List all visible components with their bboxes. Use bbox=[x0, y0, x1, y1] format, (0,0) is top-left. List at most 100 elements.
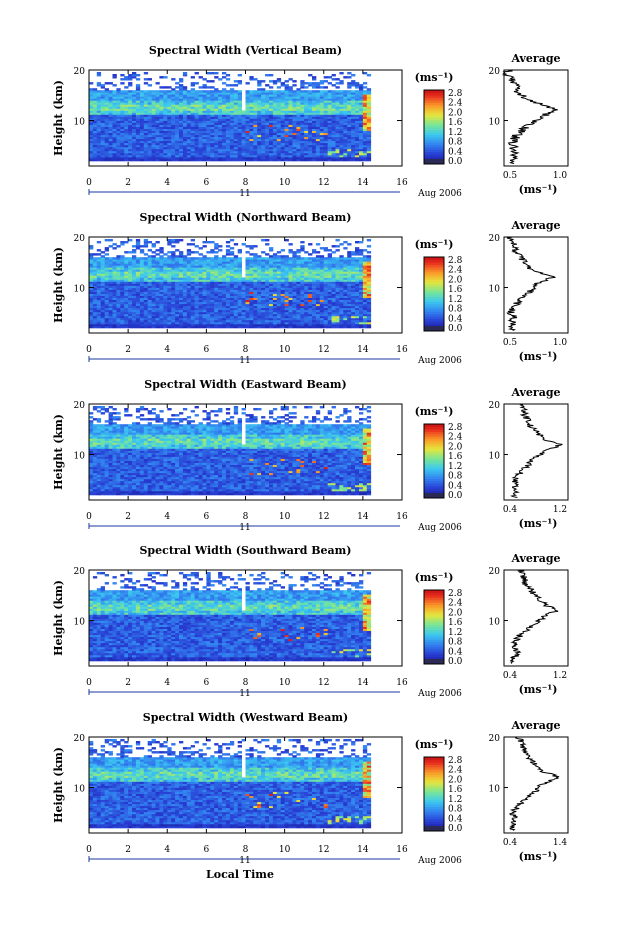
heatmap-cell bbox=[194, 106, 199, 109]
heatmap-cell bbox=[323, 136, 328, 140]
heatmap-cell bbox=[253, 257, 258, 260]
colorbar-segment bbox=[424, 131, 444, 135]
heatmap-cell bbox=[366, 134, 372, 138]
heatmap-cell bbox=[237, 150, 242, 154]
heatmap-cell bbox=[269, 323, 274, 327]
heatmap-cell bbox=[284, 144, 289, 148]
heatmap-cell bbox=[331, 144, 336, 148]
heatmap-cell bbox=[233, 319, 239, 323]
heatmap-cell bbox=[194, 98, 199, 101]
heatmap-cell bbox=[163, 277, 168, 280]
heatmap-cell bbox=[304, 297, 309, 300]
date-label: Aug 2006 bbox=[417, 189, 462, 199]
heatmap-cell bbox=[179, 321, 184, 325]
heatmap-cell bbox=[237, 281, 242, 284]
heatmap-cell bbox=[96, 130, 102, 133]
heatmap-cell bbox=[218, 279, 223, 282]
heatmap-cell bbox=[245, 148, 250, 152]
heatmap-cell bbox=[331, 154, 336, 158]
heatmap-cell bbox=[147, 287, 152, 290]
heatmap-cell bbox=[366, 138, 372, 142]
heatmap-cell bbox=[167, 261, 172, 264]
heatmap-cell bbox=[222, 325, 227, 329]
heatmap-cell bbox=[116, 108, 121, 111]
heatmap-cell bbox=[120, 158, 125, 162]
heatmap-cell bbox=[132, 283, 137, 286]
heatmap-cell bbox=[347, 90, 352, 93]
heatmap-cell bbox=[280, 124, 285, 127]
heatmap-cell bbox=[218, 140, 223, 144]
heatmap-cell bbox=[112, 132, 117, 136]
heatmap-cell bbox=[296, 285, 301, 288]
heatmap-cell bbox=[327, 90, 332, 93]
heatmap-cell bbox=[331, 96, 336, 99]
heatmap-cell bbox=[214, 293, 219, 296]
heatmap-cell bbox=[163, 271, 168, 274]
heatmap-cell bbox=[104, 299, 109, 303]
heatmap-cell bbox=[225, 285, 231, 288]
heatmap-cell bbox=[288, 291, 293, 294]
heatmap-cell bbox=[272, 94, 278, 97]
heatmap-cell bbox=[128, 251, 133, 254]
heatmap-cell bbox=[343, 106, 348, 109]
heatmap-cell bbox=[276, 311, 282, 315]
heatmap-cell bbox=[355, 146, 360, 150]
heatmap-cell bbox=[245, 299, 250, 303]
heatmap-cell bbox=[245, 156, 250, 160]
heatmap-cell bbox=[296, 295, 301, 298]
heatmap-cell bbox=[206, 128, 211, 131]
heatmap-cell bbox=[323, 98, 328, 101]
heatmap-cell bbox=[167, 243, 172, 246]
heatmap-cell bbox=[108, 315, 113, 319]
heatmap-cell bbox=[312, 122, 317, 125]
heatmap-cell bbox=[265, 297, 270, 300]
heatmap-cell bbox=[132, 142, 137, 146]
heatmap-cell bbox=[214, 255, 219, 258]
heatmap-cell bbox=[308, 299, 313, 303]
heatmap-cell bbox=[198, 321, 203, 325]
heatmap-cell bbox=[194, 130, 199, 133]
heatmap-cell bbox=[182, 144, 188, 148]
heatmap-cell bbox=[194, 90, 199, 93]
heatmap-cell bbox=[296, 261, 301, 264]
heatmap-cell bbox=[100, 98, 105, 101]
heatmap-cell bbox=[335, 122, 340, 125]
heatmap-cell bbox=[151, 313, 156, 317]
heatmap-cell bbox=[296, 317, 301, 321]
heatmap-cell bbox=[249, 144, 254, 148]
heatmap-cell bbox=[116, 134, 121, 138]
heatmap-cell bbox=[100, 90, 105, 93]
heatmap-cell bbox=[104, 120, 109, 123]
heatmap-cell bbox=[312, 82, 317, 85]
heatmap-cell bbox=[218, 104, 223, 107]
heatmap-cell bbox=[292, 92, 297, 95]
heatmap-cell bbox=[280, 311, 285, 315]
heatmap-cell bbox=[147, 269, 152, 272]
heatmap-cell bbox=[210, 144, 215, 148]
heatmap-cell bbox=[163, 102, 168, 105]
heatmap-cell bbox=[171, 297, 176, 300]
heatmap-cell bbox=[179, 319, 184, 323]
heatmap-cell bbox=[182, 152, 188, 156]
heatmap-cell bbox=[241, 313, 246, 317]
heatmap-cell bbox=[319, 150, 325, 154]
heatmap-cell bbox=[319, 110, 325, 113]
heatmap-cell bbox=[104, 317, 109, 321]
heatmap-cell bbox=[257, 259, 262, 262]
heatmap-cell bbox=[312, 136, 317, 140]
heatmap-cell bbox=[288, 277, 293, 280]
heatmap-cell bbox=[128, 317, 133, 321]
heatmap-cell bbox=[214, 297, 219, 300]
heatmap-cell bbox=[347, 118, 352, 121]
heatmap-cell bbox=[351, 126, 356, 129]
heatmap-cell bbox=[362, 126, 368, 129]
heatmap-cell bbox=[288, 78, 293, 81]
heatmap-cell bbox=[229, 154, 235, 158]
heatmap-cell bbox=[284, 281, 289, 284]
heatmap-cell bbox=[257, 289, 262, 292]
heatmap-cell bbox=[175, 102, 180, 105]
heatmap-cell bbox=[167, 86, 172, 89]
heatmap-cell bbox=[198, 283, 203, 286]
heatmap-cell bbox=[206, 110, 211, 113]
heatmap-cell bbox=[89, 255, 94, 258]
